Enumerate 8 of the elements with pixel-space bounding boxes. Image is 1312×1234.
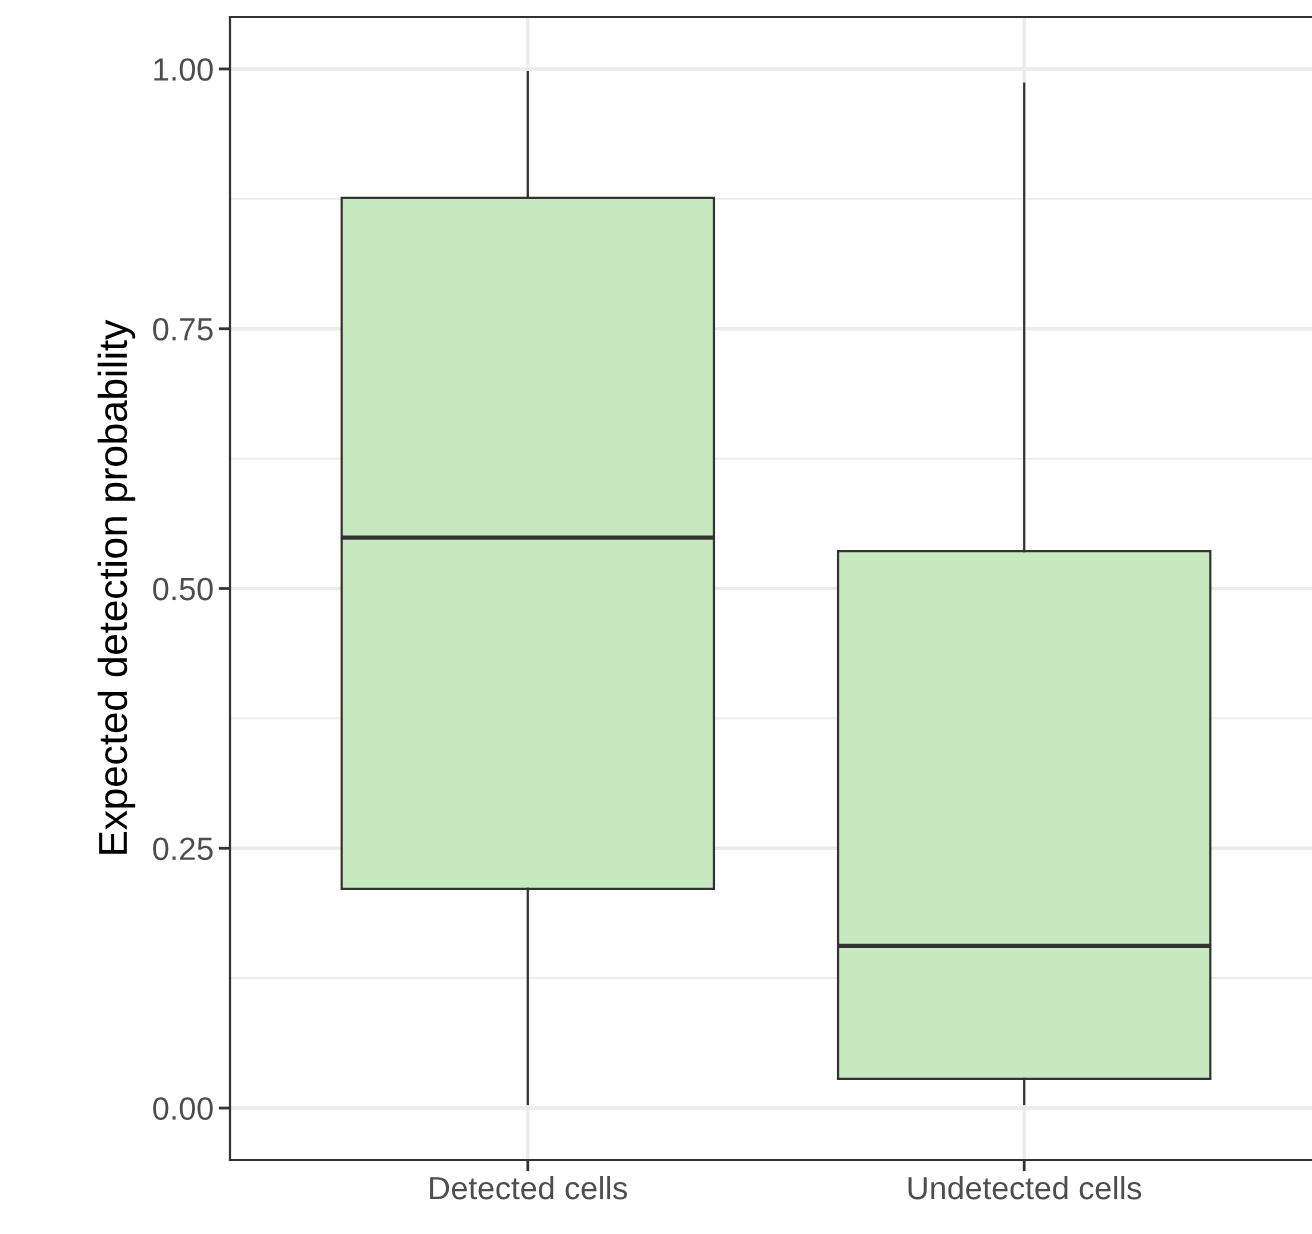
x-tick-label: Detected cells	[430, 1175, 627, 1200]
y-tick-label: 0.75	[153, 318, 213, 341]
y-tick-label: 0.25	[153, 837, 213, 861]
y-tick-label: 1.00	[154, 58, 213, 81]
y-axis-title: Expected detection probability	[97, 319, 136, 854]
y-tick-label: 0.00	[153, 1097, 213, 1120]
x-tick-label: Undetected cells	[908, 1175, 1142, 1200]
y-tick-label: 0.50	[153, 577, 213, 601]
